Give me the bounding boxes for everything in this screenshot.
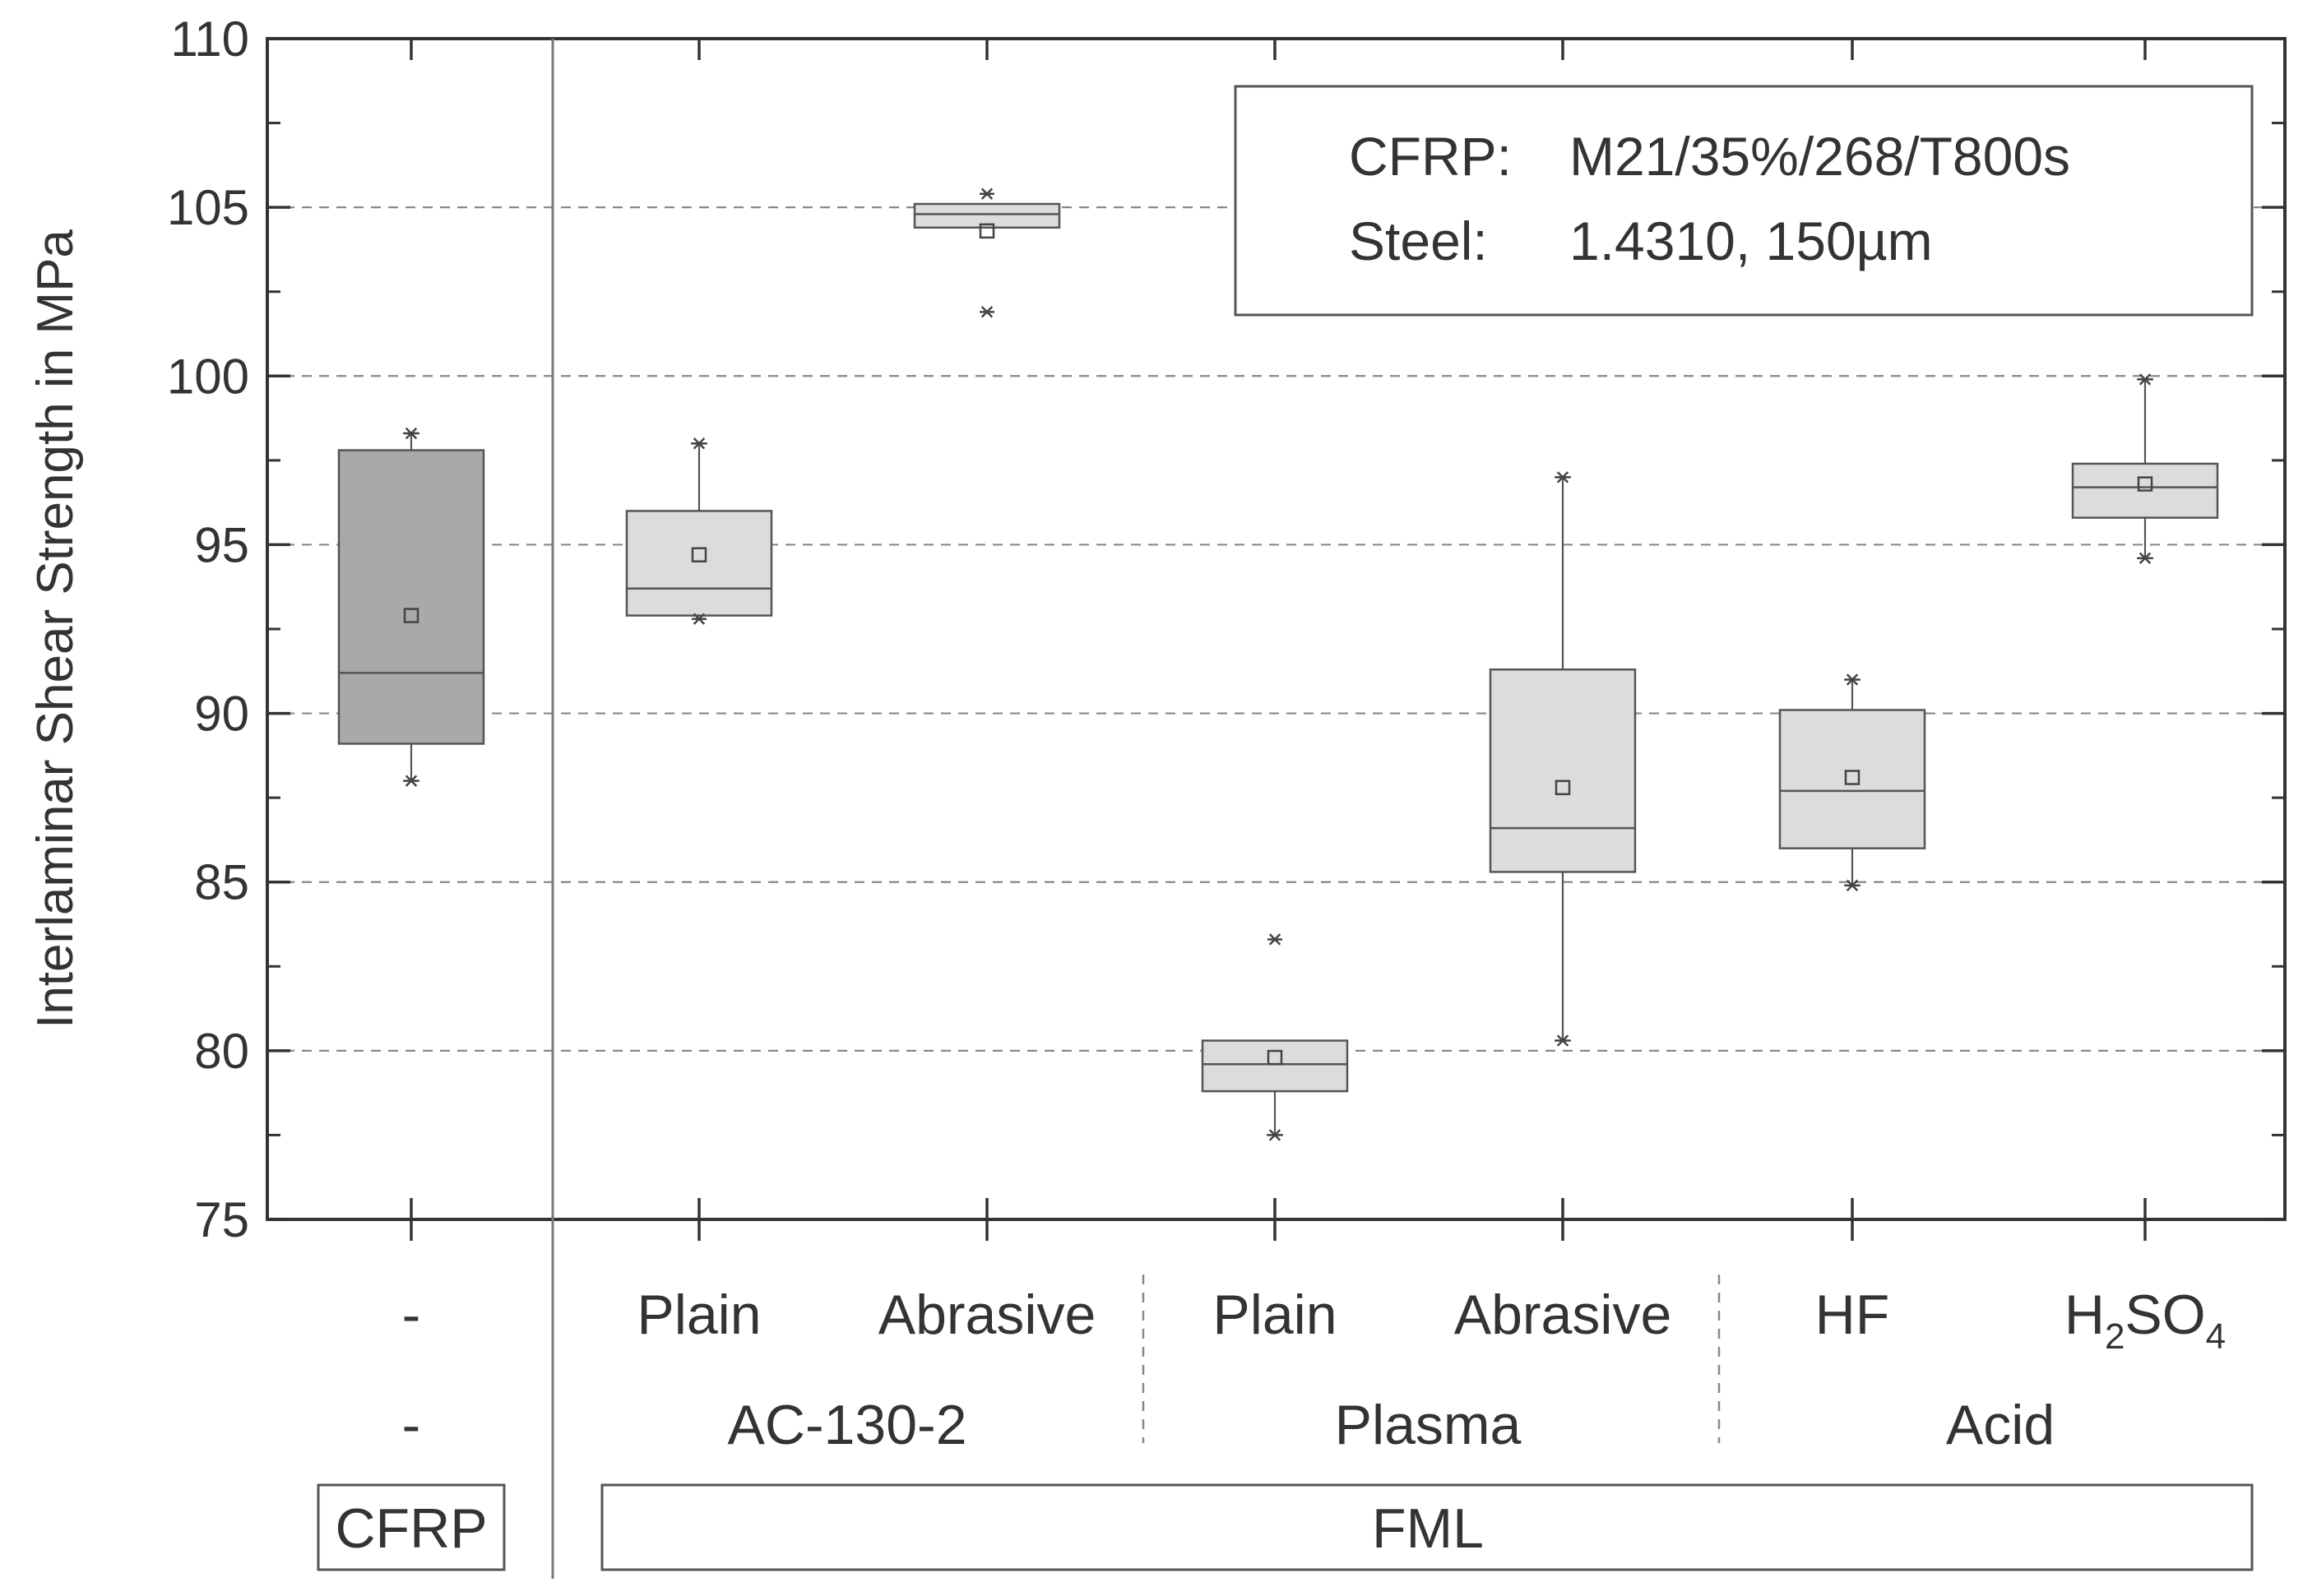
outlier-marker <box>404 775 419 787</box>
outlier-marker <box>2138 373 2152 386</box>
outlier-marker <box>1845 879 1860 892</box>
legend-key-cfrp: CFRP: <box>1349 126 1512 187</box>
outlier-marker <box>1555 471 1570 483</box>
material-box-fml <box>600 1483 2254 1571</box>
treatment-label: HF <box>1815 1284 1890 1346</box>
material-label: FML <box>1372 1497 1484 1560</box>
legend-value-steel: 1.4310, 150µm <box>1569 210 1933 271</box>
iqr-box <box>1201 1039 1349 1093</box>
marker-stroke <box>1268 1129 1281 1141</box>
iqr-box <box>1489 668 1637 873</box>
mean-marker <box>1555 779 1571 796</box>
treatment-label: Plain <box>1212 1284 1337 1346</box>
material-box-cfrp <box>317 1483 506 1571</box>
y-axis: 75 80 85 90 95 100 105 110 <box>167 12 2285 1247</box>
method-label: Acid <box>1946 1394 2055 1456</box>
box-4 <box>1489 471 1637 1047</box>
marker-stroke <box>1556 1034 1569 1047</box>
outlier-marker <box>692 437 707 450</box>
box-2 <box>913 187 1061 318</box>
marker-stroke <box>1556 471 1569 483</box>
outlier-marker <box>1267 1129 1282 1141</box>
marker-stroke <box>405 775 418 787</box>
outlier-marker <box>1555 1034 1570 1047</box>
y-tick-label: 85 <box>194 855 249 910</box>
marker-stroke <box>2138 552 2152 565</box>
y-tick-label: 75 <box>194 1192 249 1247</box>
box-series <box>337 187 2219 1141</box>
marker-stroke <box>980 187 994 200</box>
y-tick-label: 105 <box>167 180 249 235</box>
marker-stroke <box>2138 373 2152 386</box>
treatment-label: Abrasive <box>1454 1284 1672 1346</box>
marker-stroke <box>405 427 418 440</box>
box-3 <box>1201 933 1349 1141</box>
method-labels: - AC-130-2 Plasma Acid <box>402 1394 2055 1456</box>
treatment-label: - <box>402 1284 421 1346</box>
treatment-label: Abrasive <box>878 1284 1096 1346</box>
material-labels: CFRP FML <box>317 1483 2254 1571</box>
box-1 <box>625 437 773 625</box>
y-tick-label: 110 <box>170 12 249 67</box>
legend-key-steel: Steel: <box>1349 210 1488 271</box>
iqr-box <box>1778 709 1926 849</box>
y-tick-label: 90 <box>194 687 249 742</box>
method-label: AC-130-2 <box>727 1394 966 1456</box>
mean-marker <box>2137 476 2153 492</box>
mean-marker <box>979 223 995 239</box>
mean-marker <box>1844 770 1860 785</box>
treatment-label: Plain <box>637 1284 761 1346</box>
box-5 <box>1778 673 1926 892</box>
marker-stroke <box>980 306 994 318</box>
method-label: - <box>402 1394 421 1456</box>
iqr-box <box>337 449 485 745</box>
outlier-marker <box>980 187 994 200</box>
marker-stroke <box>1846 879 1859 892</box>
outlier-marker <box>404 427 419 440</box>
outlier-marker <box>692 613 707 625</box>
grid-lines <box>267 206 2285 1052</box>
outlier-marker <box>1845 673 1860 686</box>
legend: CFRP: M21/35%/268/T800s Steel: 1.4310, 1… <box>1234 85 2254 317</box>
mean-marker <box>691 547 707 562</box>
material-label: CFRP <box>335 1497 487 1560</box>
legend-value-cfrp: M21/35%/268/T800s <box>1569 126 2070 187</box>
marker-stroke <box>1846 673 1859 686</box>
iqr-box <box>625 510 773 617</box>
box-6 <box>2071 373 2219 565</box>
y-tick-label: 95 <box>194 517 249 572</box>
marker-stroke <box>1268 933 1281 946</box>
marker-stroke <box>693 613 706 625</box>
method-label: Plasma <box>1335 1394 1522 1456</box>
marker-stroke <box>693 437 706 450</box>
x-axis <box>410 39 2147 1241</box>
outlier-marker <box>980 306 994 318</box>
box-0 <box>337 427 485 787</box>
outlier-marker <box>2138 552 2152 565</box>
mean-marker <box>403 608 419 623</box>
y-axis-title: Interlaminar Shear Strength in MPa <box>27 229 84 1029</box>
y-tick-label: 100 <box>167 349 249 404</box>
y-tick-label: 80 <box>194 1024 249 1079</box>
treatment-label-h2so4: H2SO4 <box>2064 1284 2226 1357</box>
legend-box <box>1234 85 2254 317</box>
mean-marker <box>1267 1049 1283 1066</box>
treatment-labels: - Plain Abrasive Plain Abrasive HF H2SO4 <box>402 1284 2226 1357</box>
outlier-marker <box>1267 933 1282 946</box>
